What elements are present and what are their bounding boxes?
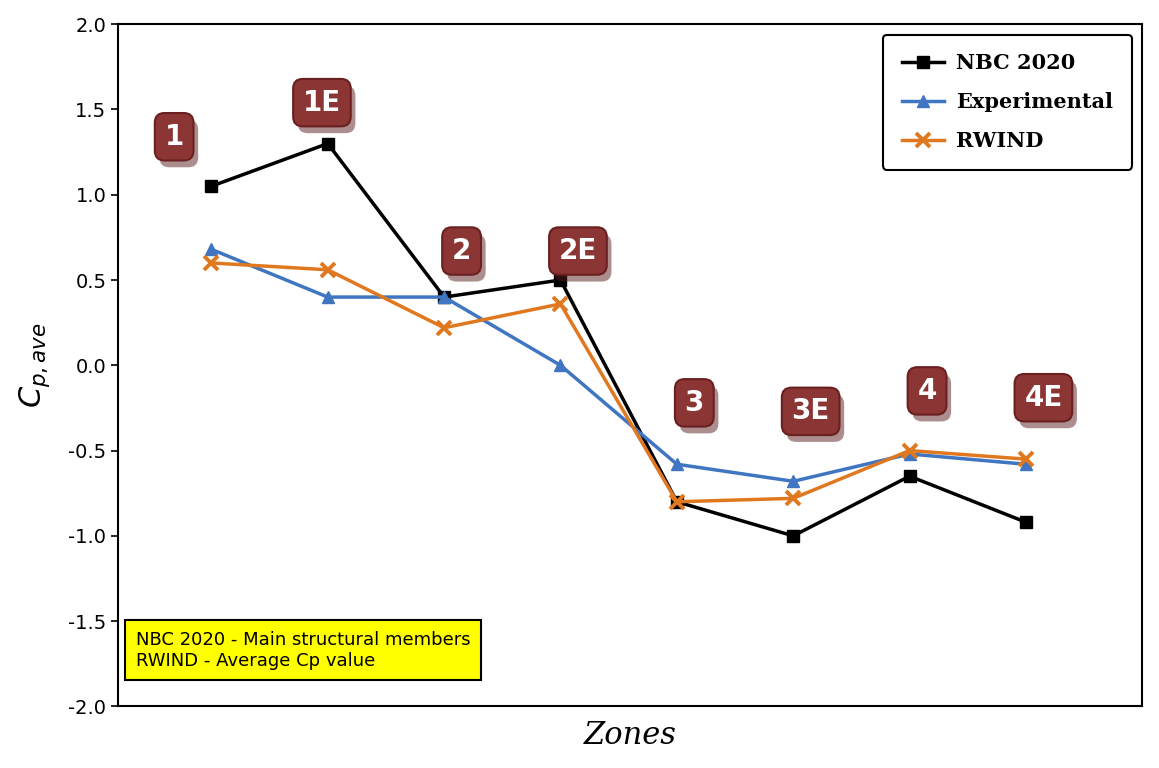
Experimental bbox=[786, 477, 800, 486]
Text: 4: 4 bbox=[923, 384, 941, 412]
NBC 2020 bbox=[670, 497, 684, 506]
Text: 3E: 3E bbox=[796, 404, 834, 432]
RWIND bbox=[321, 265, 335, 274]
Text: 2E: 2E bbox=[559, 237, 597, 265]
NBC 2020 bbox=[1019, 518, 1033, 527]
Text: 1: 1 bbox=[169, 130, 189, 157]
Line: Experimental: Experimental bbox=[205, 243, 1033, 488]
NBC 2020 bbox=[554, 276, 568, 285]
Text: 3E: 3E bbox=[792, 397, 830, 425]
Text: 4: 4 bbox=[918, 377, 936, 405]
Experimental bbox=[437, 293, 451, 302]
Experimental bbox=[670, 459, 684, 468]
Text: NBC 2020 - Main structural members
RWIND - Average Cp value: NBC 2020 - Main structural members RWIND… bbox=[136, 631, 471, 670]
Experimental bbox=[554, 361, 568, 370]
NBC 2020 bbox=[903, 472, 917, 481]
Line: RWIND: RWIND bbox=[204, 256, 1033, 508]
RWIND bbox=[437, 323, 451, 333]
Text: 2: 2 bbox=[457, 244, 476, 272]
Text: 4E: 4E bbox=[1025, 384, 1063, 412]
RWIND bbox=[204, 258, 218, 267]
RWIND bbox=[554, 300, 568, 309]
X-axis label: Zones: Zones bbox=[584, 720, 677, 751]
Text: 4E: 4E bbox=[1029, 391, 1067, 419]
Legend: NBC 2020, Experimental, RWIND: NBC 2020, Experimental, RWIND bbox=[883, 35, 1132, 170]
NBC 2020 bbox=[321, 139, 335, 148]
NBC 2020 bbox=[437, 293, 451, 302]
Text: 2E: 2E bbox=[563, 244, 602, 272]
Experimental bbox=[204, 245, 218, 254]
Experimental bbox=[903, 449, 917, 458]
Text: 2: 2 bbox=[452, 237, 472, 265]
RWIND bbox=[786, 494, 800, 503]
Line: NBC 2020: NBC 2020 bbox=[206, 138, 1032, 541]
Y-axis label: $C_{p,ave}$: $C_{p,ave}$ bbox=[16, 323, 51, 408]
RWIND bbox=[670, 497, 684, 506]
NBC 2020 bbox=[786, 531, 800, 541]
Text: 3: 3 bbox=[690, 396, 708, 424]
Experimental bbox=[321, 293, 335, 302]
NBC 2020 bbox=[204, 181, 218, 190]
Text: 3: 3 bbox=[685, 389, 704, 417]
Experimental bbox=[1019, 459, 1033, 468]
RWIND bbox=[903, 446, 917, 455]
Text: 1: 1 bbox=[165, 123, 184, 151]
RWIND bbox=[1019, 455, 1033, 464]
Text: 1E: 1E bbox=[302, 88, 341, 117]
Text: 1E: 1E bbox=[307, 95, 345, 124]
